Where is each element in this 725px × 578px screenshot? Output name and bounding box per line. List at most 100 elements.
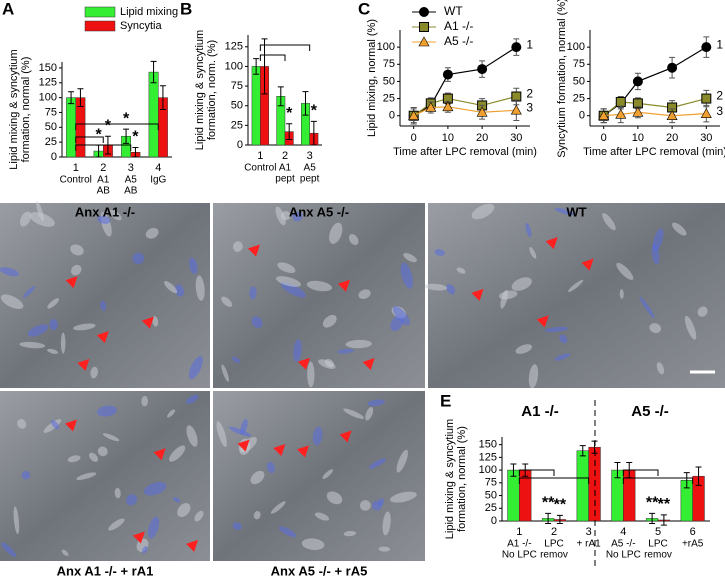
error-bar: [253, 58, 260, 75]
cell: [324, 358, 334, 368]
cell: [152, 316, 159, 327]
x-tick-note: LPC: [648, 539, 667, 550]
point: [701, 93, 712, 104]
x-tick-note: AB: [97, 186, 111, 197]
y-tick-label: 150: [479, 439, 497, 451]
arrow: [297, 357, 310, 370]
x-tick-note: + rA1: [577, 539, 602, 550]
panel-label: A: [2, 0, 14, 18]
panel-label: C: [358, 0, 370, 18]
cell: [147, 516, 160, 539]
cell: [382, 511, 391, 536]
panel-label: E: [440, 391, 451, 410]
cell: [280, 211, 291, 221]
cell: [367, 399, 385, 407]
cell: [194, 510, 204, 522]
x-tick-note: No LPC: [502, 550, 537, 561]
cell: [142, 545, 148, 554]
error-bar: [310, 120, 317, 146]
y-tick-label: 50: [573, 75, 585, 87]
bar: [251, 66, 261, 146]
cell: [36, 201, 44, 221]
x-tick-note: IgG: [150, 175, 166, 186]
x-tick-label: 6: [690, 526, 696, 538]
arrow: [237, 439, 250, 452]
bar: [148, 71, 159, 158]
bar: [507, 469, 520, 522]
cell: [132, 252, 145, 265]
point: [667, 62, 678, 73]
cell: [544, 326, 569, 333]
x-tick-note: pept: [300, 174, 320, 185]
cell: [0, 294, 24, 310]
micrograph: [213, 203, 425, 388]
significance-marker: **: [658, 496, 671, 513]
micrograph-label: Anx A5 -/- + rA5: [271, 563, 368, 578]
error-bar: [286, 123, 293, 140]
significance-marker: **: [554, 497, 567, 514]
cell: [49, 318, 58, 331]
x-axis-label: Time after LPC removal (min): [393, 146, 537, 158]
error-bar: [150, 60, 157, 84]
error-bar: [77, 88, 84, 108]
cell: [102, 433, 120, 442]
cell: [277, 262, 296, 274]
cell: [70, 264, 82, 276]
error-bar: [683, 472, 690, 489]
y-tick-label: 25: [45, 136, 57, 148]
cell: [186, 425, 198, 447]
y-tick-label: 0: [51, 151, 57, 163]
x-tick-note: A1: [97, 175, 110, 186]
cell: [188, 356, 203, 380]
x-tick-label: 4: [620, 526, 626, 538]
y-tick-label: 75: [485, 477, 497, 489]
cell: [471, 203, 495, 220]
cell: [498, 290, 518, 300]
cell: [141, 395, 148, 407]
y-tick-label: 25: [231, 119, 243, 131]
end-label: 1: [526, 37, 533, 51]
cell: [345, 339, 372, 349]
cell: [251, 316, 263, 329]
bracket: [75, 144, 132, 151]
y-tick-label: 50: [45, 121, 57, 133]
cell: [392, 306, 410, 326]
y-tick-label: 0: [389, 110, 395, 122]
y-tick-label: 75: [383, 58, 395, 70]
cell: [446, 284, 456, 295]
cell: [167, 409, 176, 418]
point: [615, 97, 626, 107]
end-label: 3: [716, 104, 723, 118]
legend-swatch: [84, 6, 116, 18]
error-bar: [132, 147, 139, 158]
x-tick-label: 3: [586, 526, 592, 538]
group-label: A5 -/-: [631, 403, 669, 420]
cell: [70, 244, 84, 256]
end-label: 2: [526, 87, 533, 101]
cell: [100, 300, 107, 311]
cell: [378, 546, 391, 552]
error-bar: [695, 466, 702, 486]
arrow: [337, 279, 350, 292]
cell: [240, 418, 248, 435]
cell: [21, 470, 31, 480]
significance-marker: *: [286, 105, 293, 122]
y-tick-label: 100: [377, 41, 395, 53]
x-tick-label: 10: [442, 132, 454, 144]
legend-label: WT: [444, 4, 463, 18]
arrow: [65, 276, 78, 289]
error-bar: [68, 91, 75, 105]
micrograph: [213, 391, 425, 561]
arrow: [96, 331, 109, 344]
bar: [66, 97, 77, 158]
x-tick-note: Control: [244, 163, 276, 174]
point: [442, 69, 453, 80]
point: [598, 110, 610, 121]
micrograph: [0, 391, 210, 561]
x-tick-label: 30: [700, 132, 712, 144]
cell: [185, 394, 199, 404]
x-tick-label: 3: [128, 162, 134, 174]
x-tick-label: 20: [476, 132, 488, 144]
legend-label: A5 -/-: [444, 34, 473, 48]
cell: [278, 526, 297, 538]
